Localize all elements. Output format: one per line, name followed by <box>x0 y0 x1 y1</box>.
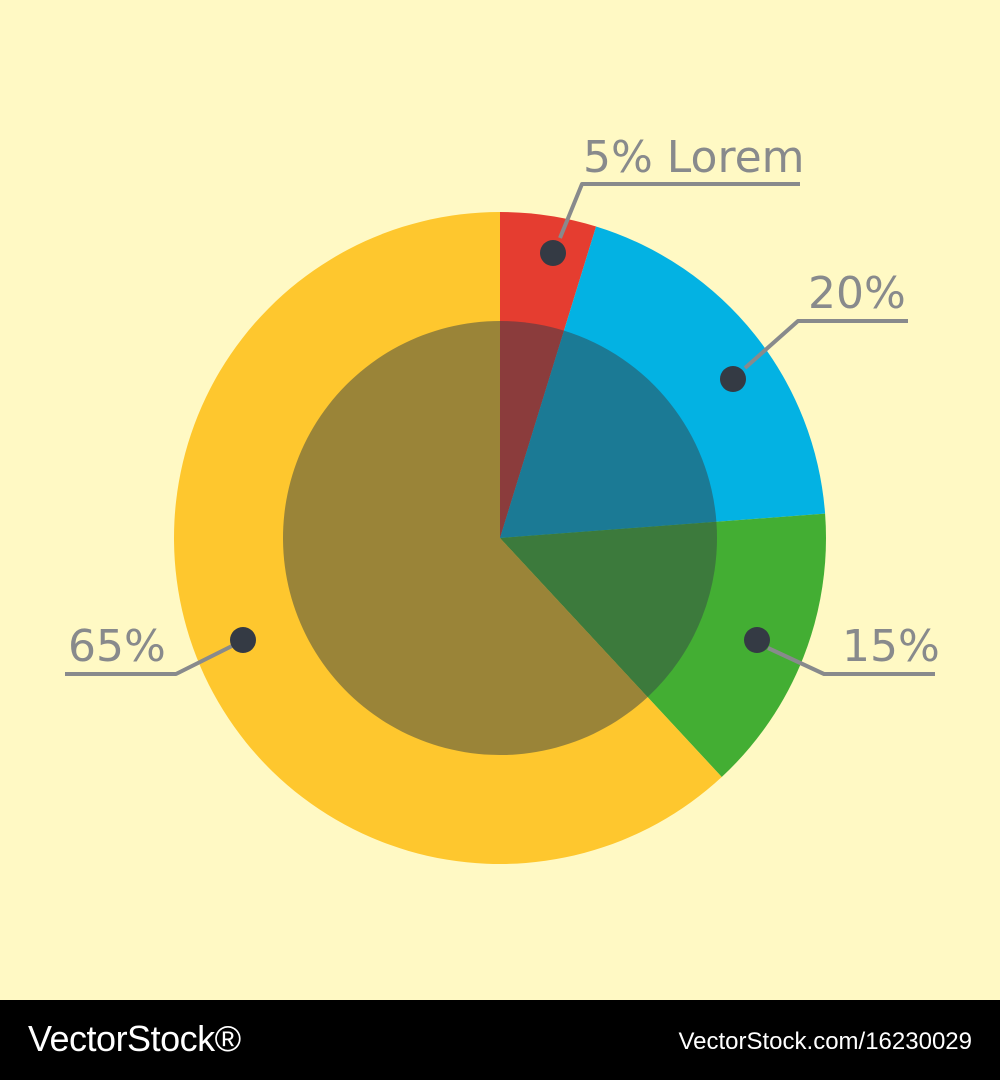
slice-1-leader-line <box>743 319 908 370</box>
marker-dots <box>230 240 770 653</box>
slice-0-inner <box>500 321 564 538</box>
slice-0-leader-line <box>558 182 800 239</box>
leader-lines <box>65 182 935 676</box>
slice-3-label: 65% <box>68 621 166 672</box>
slice-1-marker-dot <box>720 366 746 392</box>
slice-labels: 5% Lorem 20% 15% 65% <box>68 132 940 672</box>
slice-2-inner <box>500 521 717 698</box>
slice-0-label: 5% Lorem <box>583 132 805 183</box>
slice-3-marker-dot <box>230 627 256 653</box>
slice-2-leader-line <box>767 646 935 676</box>
slice-2-marker-dot <box>744 627 770 653</box>
slice-1-inner <box>500 330 717 538</box>
inner-disc <box>283 321 717 755</box>
watermark-footer: VectorStock® VectorStock.com/16230029 <box>0 1000 1000 1080</box>
slice-1-label: 20% <box>808 268 906 319</box>
slice-3-leader-line <box>65 644 233 676</box>
footer-brand: VectorStock® <box>28 1018 241 1059</box>
slice-2-label: 15% <box>842 621 940 672</box>
slice-3-inner <box>283 321 648 755</box>
footer-url: VectorStock.com/16230029 <box>678 1028 972 1055</box>
slice-0-marker-dot <box>540 240 566 266</box>
pie-chart: 5% Lorem 20% 15% 65% <box>65 132 940 864</box>
